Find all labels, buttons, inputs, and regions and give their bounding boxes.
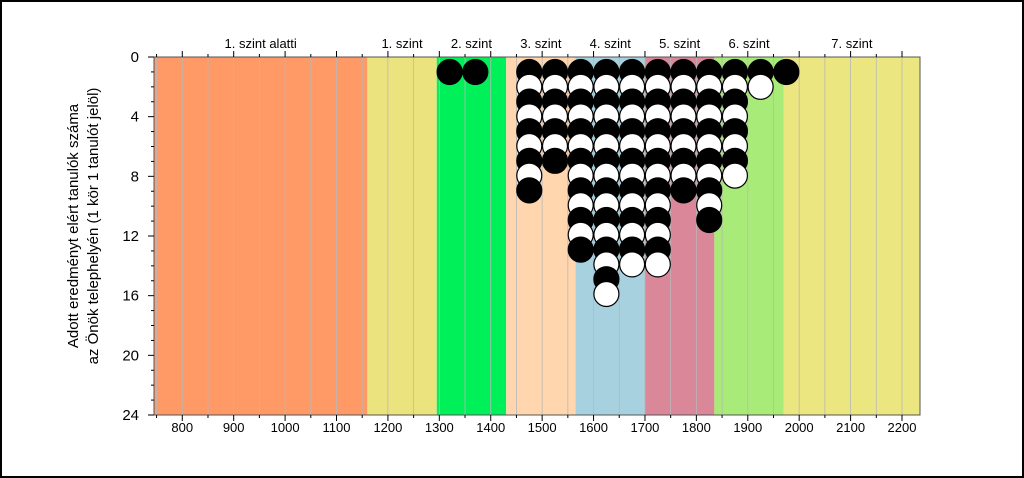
y-axis-label-line-2: az Önök telephelyén (1 kör 1 tanulót jel… — [84, 88, 102, 365]
x-tick-label-1400: 1400 — [476, 420, 505, 435]
y-axis-label: Adott eredményt elért tanulók száma az Ön… — [65, 88, 102, 365]
level-band-label-8: 7. szint — [831, 36, 873, 51]
student-dot-0-0 — [436, 58, 463, 86]
student-dots — [436, 58, 800, 308]
student-dot-10-7 — [721, 162, 749, 189]
level-band-1 — [154, 57, 368, 415]
level-band-label-1: 1. szint alatti — [225, 36, 297, 51]
student-dot-8-8 — [670, 177, 697, 204]
x-tick-label-2100: 2100 — [836, 420, 865, 435]
level-band-label-4: 3. szint — [520, 36, 562, 51]
student-dot-11-1 — [747, 73, 774, 100]
level-band-label-3: 2. szint — [451, 36, 493, 51]
band-labels: 1. szint alatti 1. szint 2. szint 3. szint 4… — [225, 36, 873, 51]
level-band-3 — [436, 57, 507, 415]
y-axis-label-line-1: Adott eredményt elért tanulók száma — [65, 103, 82, 348]
y-tick-label-20: 20 — [122, 347, 139, 364]
level-band-label-5: 4. szint — [590, 36, 632, 51]
x-tick-label-1900: 1900 — [733, 420, 762, 435]
x-tick-label-1100: 1100 — [323, 420, 351, 435]
student-dot-1-0 — [462, 58, 489, 86]
x-tick-label-800: 800 — [171, 420, 193, 435]
student-dot-7-13 — [644, 251, 671, 278]
x-tick-label-2200: 2200 — [888, 420, 917, 435]
x-tick-label-1200: 1200 — [373, 420, 402, 435]
y-tick-label-4: 4 — [131, 109, 139, 126]
y-tick-label-0: 0 — [131, 49, 139, 66]
student-dot-3-6 — [541, 147, 569, 174]
y-tick-label-24: 24 — [122, 407, 139, 424]
level-band-label-6: 5. szint — [659, 36, 701, 51]
level-band-label-2: 1. szint — [381, 36, 423, 51]
x-tick-label-900: 900 — [223, 420, 245, 435]
x-tick-label-1800: 1800 — [682, 420, 711, 435]
level-band-2 — [367, 57, 437, 415]
student-dot-12-0 — [773, 58, 800, 86]
x-tick-label-2000: 2000 — [785, 420, 814, 435]
student-dot-2-8 — [516, 177, 543, 204]
student-dot-5-15 — [593, 280, 620, 308]
y-tick-label-12: 12 — [122, 228, 139, 245]
axes: 800 900 1000 1100 1200 1300 1400 1500 1600 1700 18… — [122, 49, 921, 435]
x-tick-label-1600: 1600 — [579, 420, 608, 435]
x-tick-label-1500: 1500 — [528, 420, 557, 435]
x-tick-label-1300: 1300 — [425, 420, 454, 435]
level-band-8 — [783, 57, 920, 415]
student-dot-6-13 — [619, 251, 646, 278]
x-tick-label-1000: 1000 — [271, 420, 300, 435]
student-dot-9-10 — [696, 206, 723, 234]
level-band-label-7: 6. szint — [728, 36, 770, 51]
y-tick-label-16: 16 — [122, 288, 139, 305]
y-tick-label-8: 8 — [131, 168, 139, 185]
x-tick-label-1700: 1700 — [630, 420, 659, 435]
student-dot-4-12 — [567, 236, 594, 263]
